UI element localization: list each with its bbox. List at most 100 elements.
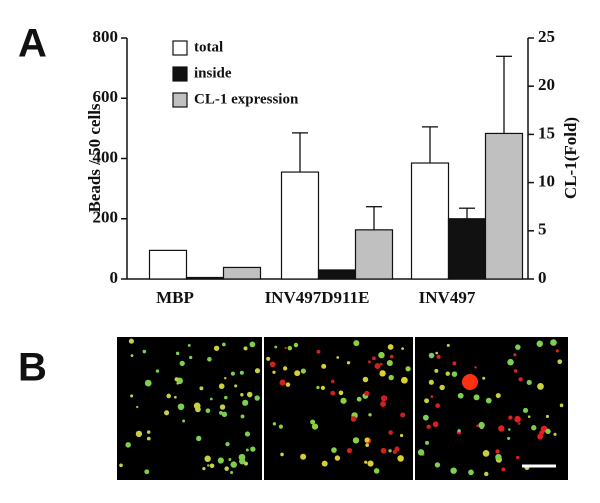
speckle (432, 421, 439, 428)
speckle (187, 343, 191, 347)
speckle (164, 410, 170, 416)
speckle (501, 467, 506, 472)
speckle (346, 361, 351, 365)
speckle (282, 366, 288, 371)
speckle (485, 397, 492, 404)
speckle (498, 425, 505, 432)
speckle (219, 404, 226, 410)
speckle (272, 370, 276, 374)
speckle (439, 384, 445, 391)
speckle (386, 359, 393, 367)
speckle (435, 351, 439, 355)
bar (484, 132, 524, 280)
speckle (397, 455, 404, 462)
speckle (428, 379, 434, 385)
speckle (514, 415, 521, 423)
speckle (274, 345, 278, 349)
speckle (462, 374, 478, 390)
y-tick-label: 0 (110, 268, 119, 287)
speckle (425, 440, 430, 445)
speckle (434, 368, 439, 373)
speckle (155, 369, 160, 373)
speckle (213, 345, 220, 351)
speckle (518, 377, 523, 382)
speckle (545, 428, 551, 435)
speckle (367, 460, 374, 467)
speckle (380, 395, 388, 402)
speckle (135, 430, 143, 438)
speckle (473, 394, 480, 401)
bar (410, 162, 450, 280)
speckle (495, 453, 502, 461)
speckle (266, 356, 271, 361)
legend-label: inside (194, 65, 232, 81)
speckle (272, 422, 277, 426)
speckle (399, 433, 404, 438)
speckle (435, 403, 440, 408)
speckle (130, 394, 134, 398)
speckle (293, 342, 299, 348)
speckle (531, 425, 537, 431)
speckle (356, 396, 362, 402)
legend-swatch (172, 92, 188, 108)
y2-axis-label: CL-1(Fold) (561, 117, 580, 199)
speckle (199, 386, 204, 391)
speckle (507, 358, 514, 366)
speckle (331, 447, 337, 453)
speckle (334, 455, 341, 461)
speckle (336, 356, 340, 359)
speckle (240, 393, 244, 397)
speckle (202, 467, 206, 471)
speckle (508, 428, 511, 431)
speckle (228, 458, 232, 461)
bar (185, 276, 225, 280)
speckle (196, 435, 202, 442)
speckle (136, 405, 139, 409)
speckle (144, 379, 152, 387)
speckle (513, 369, 518, 373)
y-tick-label: 400 (93, 147, 119, 166)
speckle (457, 429, 461, 433)
speckle (130, 354, 134, 357)
panel-label: A (18, 22, 47, 66)
speckle (557, 359, 563, 365)
speckle (221, 411, 228, 417)
panel-label: B (18, 346, 47, 390)
speckle (174, 395, 177, 399)
speckle (452, 361, 457, 366)
x-tick-label: INV497 (419, 288, 476, 307)
speckle (246, 391, 253, 398)
speckle (179, 360, 185, 367)
speckle (450, 467, 457, 474)
speckle (249, 341, 256, 348)
y2-tick-label: 5 (538, 220, 547, 239)
speckle (401, 347, 404, 350)
y-tick-label: 600 (93, 87, 119, 106)
speckle (428, 352, 435, 359)
speckle (254, 368, 261, 374)
speckle (482, 450, 490, 457)
speckle (353, 340, 360, 347)
speckle (371, 356, 376, 361)
speckle (234, 384, 238, 388)
speckle (389, 354, 394, 359)
speckle (468, 469, 474, 476)
speckle (537, 383, 544, 390)
speckle (457, 392, 464, 399)
bar (354, 229, 394, 280)
speckle (330, 379, 335, 384)
bar (148, 249, 188, 280)
speckle (330, 390, 336, 396)
y2-tick-label: 20 (538, 75, 555, 94)
speckle (269, 361, 276, 368)
speckle (189, 355, 193, 360)
speckle (474, 366, 477, 369)
speckle (182, 419, 186, 423)
speckle (550, 339, 557, 346)
speckle (559, 403, 564, 408)
speckle (321, 460, 328, 467)
speckle (243, 346, 248, 351)
speckle (119, 463, 123, 468)
speckle (495, 449, 500, 454)
